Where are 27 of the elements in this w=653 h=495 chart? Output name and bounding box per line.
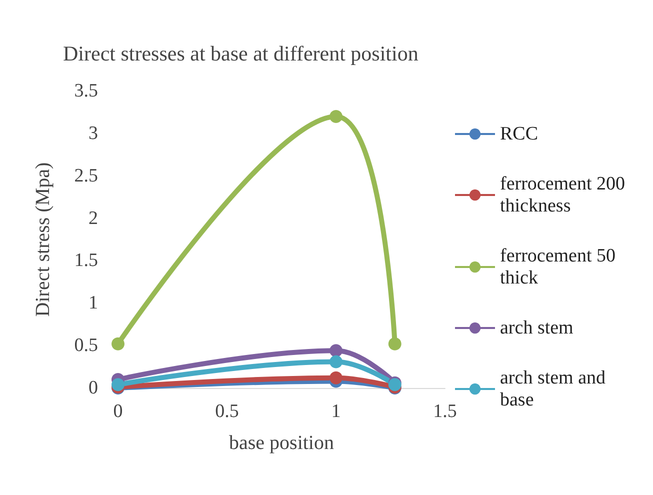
- x-axis-title: base position: [229, 432, 334, 454]
- chart-title: Direct stresses at base at different position: [63, 42, 419, 66]
- y-tick-label: 2.5: [74, 165, 98, 186]
- y-tick-label: 0.5: [74, 335, 98, 356]
- legend-label: arch stem: [500, 318, 574, 338]
- point: [112, 378, 124, 392]
- legend-label: ferrocement 50 thick: [500, 246, 620, 288]
- y-tick-label: 0: [88, 378, 98, 398]
- x-tick-label: 0.5: [215, 401, 239, 422]
- legend-label: arch stem and base: [500, 368, 610, 410]
- x-tick-label: 1.5: [433, 401, 457, 422]
- point: [330, 371, 342, 384]
- legend-label: ferrocement 200 thickness: [500, 174, 630, 216]
- y-axis-title: Direct stress (Mpa): [32, 162, 54, 317]
- point: [388, 337, 402, 350]
- x-tick-label: 1: [331, 401, 341, 422]
- y-tick-label: 2: [88, 208, 98, 229]
- x-tick-label: 0: [113, 401, 123, 422]
- point: [112, 337, 124, 350]
- point: [330, 344, 342, 358]
- point: [330, 355, 342, 368]
- y-tick-label: 1: [88, 292, 98, 314]
- y-tick-label: 1.5: [74, 250, 98, 272]
- y-tick-label: 3.5: [74, 80, 98, 102]
- point: [330, 110, 342, 123]
- y-tick-label: 3: [88, 122, 98, 144]
- legend-label: RCC: [500, 124, 538, 144]
